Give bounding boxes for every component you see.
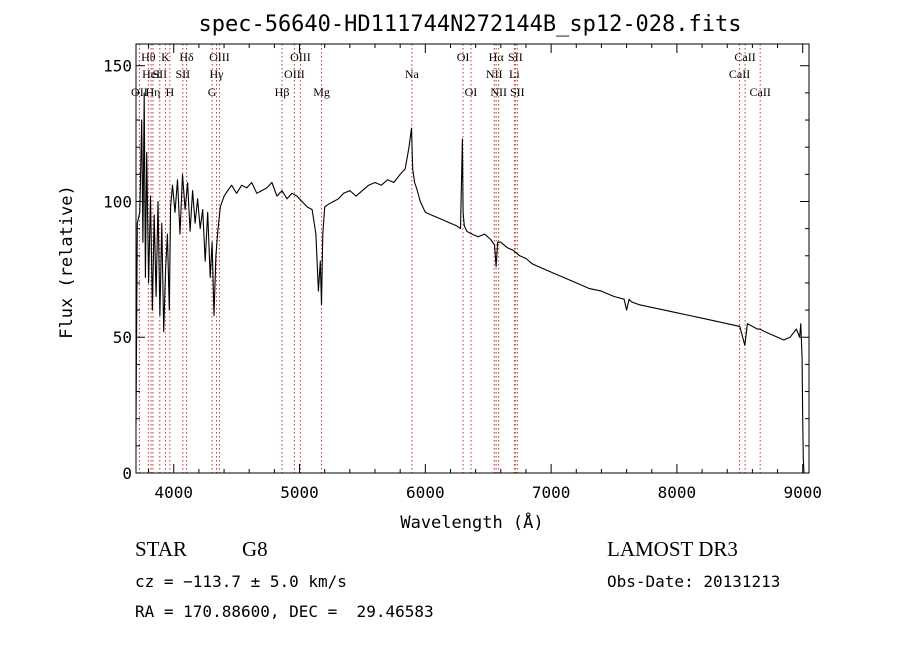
line-marker-label-4: SII (152, 67, 167, 81)
line-marker-label-13: OIII (284, 67, 305, 81)
line-marker-label-12: Hβ (275, 85, 290, 99)
line-marker-label-17: OI (457, 50, 470, 64)
object-type: STAR (135, 537, 187, 561)
redshift-info: cz = −113.7 ± 5.0 km/s (135, 572, 347, 591)
x-tick-label-4: 8000 (658, 483, 697, 502)
obs-date: Obs-Date: 20131213 (607, 572, 781, 591)
coordinates: RA = 170.88600, DEC = 29.46583 (135, 602, 434, 621)
line-markers: OII Hθ HeI Hη SII K H Hδ SII OIII Hγ G Hβ OIII OIII Mg N… (131, 44, 771, 473)
x-axis-label: Wavelength (Å) (400, 511, 543, 533)
object-subclass: G8 (242, 537, 268, 561)
line-marker-label-20: Hα (489, 50, 505, 64)
line-marker-label-2: HeI (142, 67, 160, 81)
line-marker-label-1: Hθ (141, 50, 156, 64)
series-layer (135, 92, 805, 474)
series-line-0 (135, 92, 805, 474)
line-marker-label-19: NII (486, 67, 503, 81)
y-tick-label-2: 100 (103, 192, 132, 211)
x-tick-label-5: 9000 (783, 483, 822, 502)
survey-name: LAMOST DR3 (607, 537, 738, 561)
chart-title: spec-56640-HD111744N272144B_sp12-028.fit… (198, 12, 741, 37)
x-tick-label-2: 6000 (406, 483, 445, 502)
y-tick-label-0: 0 (122, 464, 132, 483)
line-marker-label-18: OI (465, 85, 478, 99)
line-marker-label-9: OIII (209, 50, 230, 64)
line-marker-label-23: Li (509, 67, 520, 81)
line-marker-label-16: Na (405, 67, 420, 81)
axes: 4000 5000 6000 7000 8000 9000 0 50 100 150 (103, 44, 822, 502)
line-marker-label-7: Hδ (179, 50, 194, 64)
line-marker-label-11: G (208, 85, 217, 99)
line-marker-label-5: K (161, 50, 170, 64)
line-marker-label-15: Mg (313, 85, 330, 99)
y-tick-label-3: 150 (103, 57, 132, 76)
y-axis-label: Flux (relative) (57, 185, 77, 339)
line-marker-label-25: CaII (729, 67, 750, 81)
line-marker-label-10: Hγ (210, 67, 225, 81)
y-tick-label-1: 50 (113, 328, 132, 347)
plot-frame (135, 43, 810, 474)
line-marker-label-22: SII (508, 50, 523, 64)
line-marker-label-14: OIII (290, 50, 311, 64)
line-marker-label-0: OII (131, 85, 148, 99)
line-marker-label-8: SII (175, 67, 190, 81)
line-marker-label-27: CaII (750, 85, 771, 99)
x-tick-label-0: 4000 (154, 483, 193, 502)
x-tick-label-3: 7000 (532, 483, 571, 502)
line-marker-label-26: CaII (734, 50, 755, 64)
line-marker-label-21: NII (490, 85, 507, 99)
line-marker-label-6: H (166, 85, 175, 99)
line-marker-label-3: Hη (146, 85, 161, 99)
line-marker-label-24: SII (510, 85, 525, 99)
x-tick-label-1: 5000 (280, 483, 319, 502)
